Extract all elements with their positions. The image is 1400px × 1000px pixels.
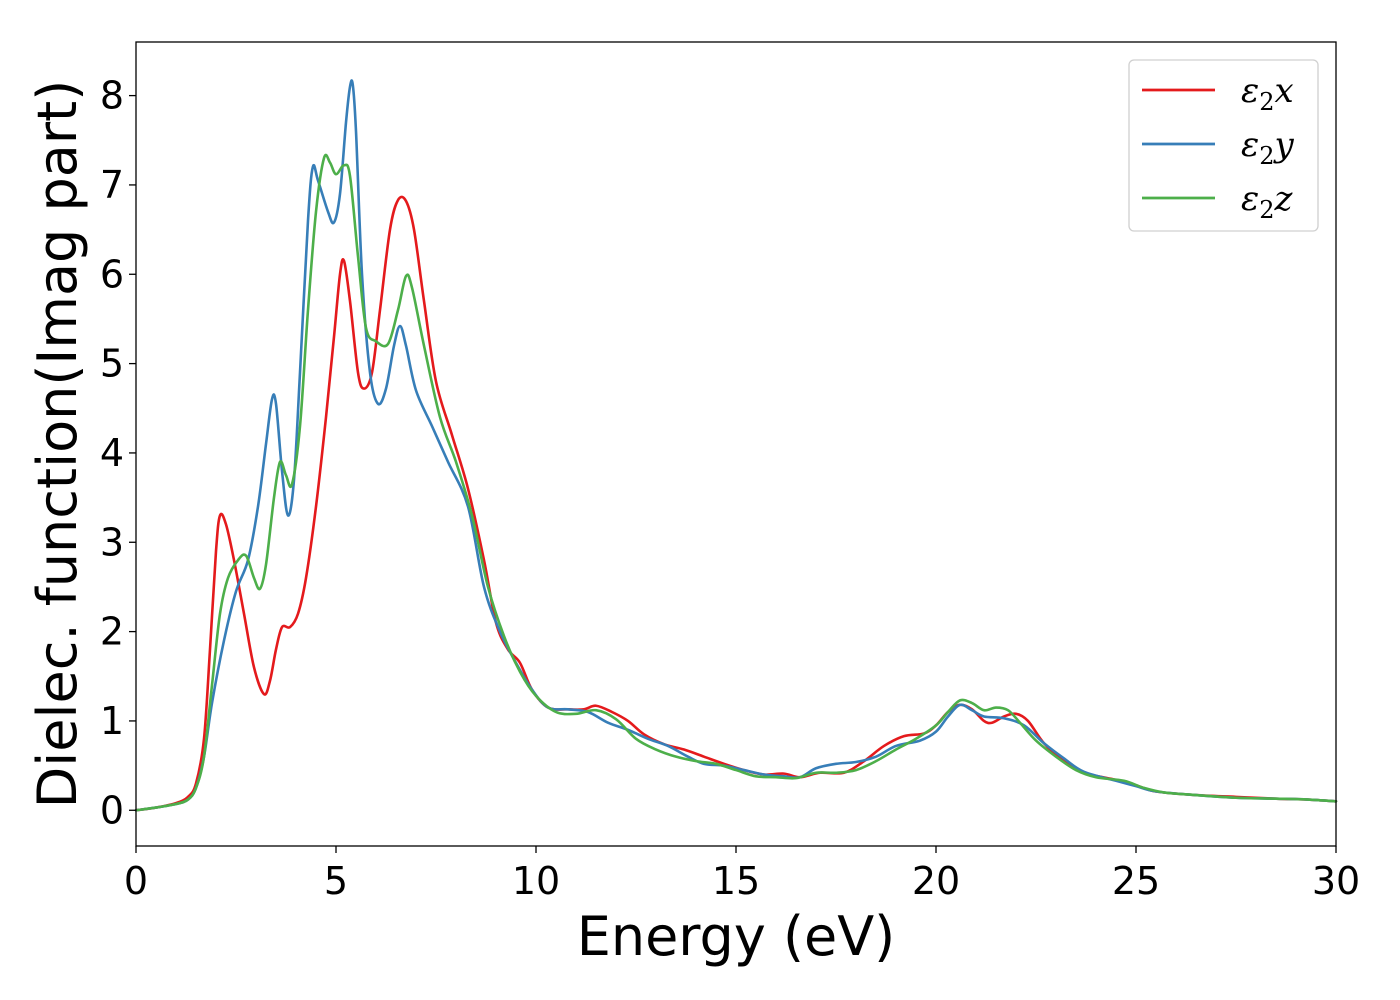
y-tick-label: 8 [100,74,124,118]
x-tick-label: 0 [124,859,148,903]
x-axis: 0 5 10 15 20 25 30 [124,846,1360,903]
legend-box [1128,59,1319,232]
x-tick-label: 10 [512,859,560,903]
series-line-x [134,195,1338,812]
legend-label-variable: z [1274,179,1294,219]
x-tick-label: 25 [1112,859,1160,903]
y-axis: 0 1 2 3 4 5 6 7 8 [100,74,136,832]
series-line-z [134,153,1338,812]
y-tick-label: 4 [100,431,124,475]
y-tick-label: 6 [100,252,124,296]
legend-label-subscript: 2 [1259,88,1274,116]
legend-label-subscript: 2 [1259,142,1274,170]
legend-label-variable: y [1273,125,1295,165]
series-layer [134,79,1338,812]
x-tick-label: 20 [912,859,960,903]
legend-label-subscript: 2 [1259,196,1274,224]
y-tick-label: 2 [100,610,124,654]
legend-label-x: ε2x [1241,71,1294,116]
legend-label-base: ε [1241,71,1259,111]
legend-label-base: ε [1241,179,1259,219]
legend-label-variable: x [1275,71,1294,111]
y-axis-label: Dielec. function(Imag part) [26,80,89,809]
y-tick-label: 5 [100,342,124,386]
y-tick-label: 3 [100,520,124,564]
y-tick-label: 1 [100,699,124,743]
legend-label-base: ε [1241,125,1259,165]
y-tick-label: 0 [100,788,124,832]
series-line-y [134,79,1338,812]
y-tick-label: 7 [100,163,124,207]
legend-label-y: ε2y [1241,125,1295,170]
x-axis-label: Energy (eV) [577,905,896,968]
x-tick-label: 15 [712,859,760,903]
legend-label-z: ε2z [1241,179,1294,224]
x-tick-label: 30 [1312,859,1360,903]
x-tick-label: 5 [324,859,348,903]
